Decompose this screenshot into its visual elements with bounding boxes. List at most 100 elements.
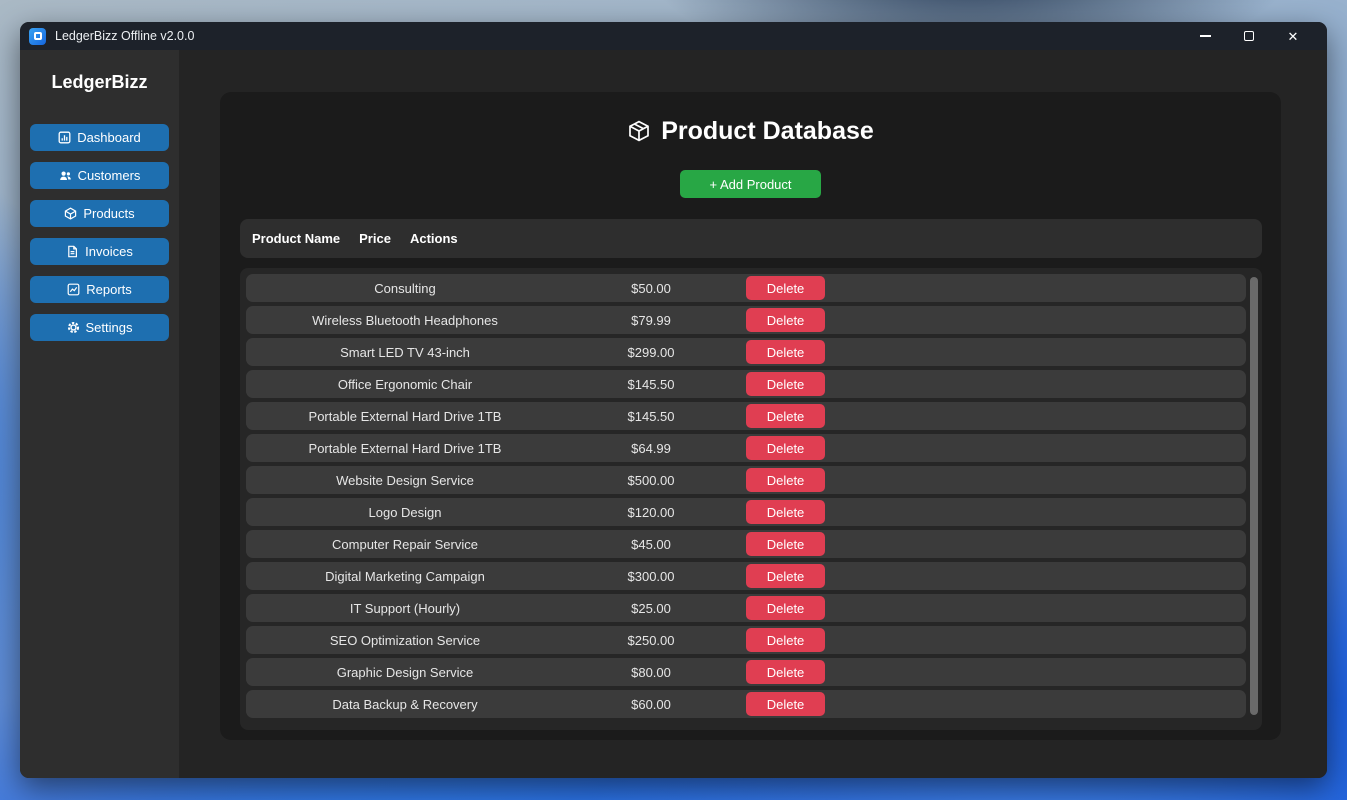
page-title-text: Product Database bbox=[661, 116, 874, 145]
table-row: Portable External Hard Drive 1TB $64.99 … bbox=[246, 434, 1246, 462]
product-price: $145.50 bbox=[627, 376, 675, 392]
product-name: Digital Marketing Campaign bbox=[325, 568, 485, 584]
scrollbar-thumb[interactable] bbox=[1250, 277, 1258, 715]
product-name: Portable External Hard Drive 1TB bbox=[308, 440, 502, 456]
delete-button[interactable]: Delete bbox=[746, 372, 825, 396]
delete-button[interactable]: Delete bbox=[746, 436, 825, 460]
package-icon bbox=[627, 119, 651, 143]
product-rows: Consulting $50.00 Delete Wireless Blueto… bbox=[246, 274, 1246, 718]
product-price: $299.00 bbox=[627, 344, 675, 360]
product-name: Logo Design bbox=[368, 504, 442, 520]
product-price: $250.00 bbox=[627, 632, 675, 648]
table-row: SEO Optimization Service $250.00 Delete bbox=[246, 626, 1246, 654]
product-list: Consulting $50.00 Delete Wireless Blueto… bbox=[240, 268, 1262, 730]
sidebar: LedgerBizz Dashboard bbox=[20, 50, 179, 778]
close-icon: ✕ bbox=[1287, 28, 1299, 44]
sidebar-item-customers[interactable]: Customers bbox=[30, 162, 169, 189]
delete-button[interactable]: Delete bbox=[746, 628, 825, 652]
delete-button[interactable]: Delete bbox=[746, 340, 825, 364]
reports-icon bbox=[67, 283, 80, 296]
sidebar-item-label: Settings bbox=[85, 320, 133, 335]
delete-button[interactable]: Delete bbox=[746, 404, 825, 428]
delete-button[interactable]: Delete bbox=[746, 564, 825, 588]
sidebar-item-label: Customers bbox=[77, 168, 141, 183]
scrollbar[interactable] bbox=[1249, 268, 1259, 730]
window-title: LedgerBizz Offline v2.0.0 bbox=[55, 29, 195, 43]
sidebar-item-label: Dashboard bbox=[77, 130, 141, 145]
delete-button[interactable]: Delete bbox=[746, 308, 825, 332]
window-controls: ✕ bbox=[1183, 22, 1315, 50]
delete-button[interactable]: Delete bbox=[746, 500, 825, 524]
maximize-button[interactable] bbox=[1227, 22, 1271, 50]
table-header: Product Name Price Actions bbox=[240, 219, 1262, 258]
main-content: Product Database + Add Product Product N… bbox=[179, 50, 1327, 778]
product-price: $60.00 bbox=[631, 696, 671, 712]
product-name: Office Ergonomic Chair bbox=[337, 376, 473, 392]
product-price: $120.00 bbox=[627, 504, 675, 520]
settings-icon bbox=[67, 321, 80, 334]
table-row: Consulting $50.00 Delete bbox=[246, 274, 1246, 302]
delete-button[interactable]: Delete bbox=[746, 596, 825, 620]
delete-button[interactable]: Delete bbox=[746, 692, 825, 716]
add-product-button[interactable]: + Add Product bbox=[680, 170, 821, 198]
table-row: Wireless Bluetooth Headphones $79.99 Del… bbox=[246, 306, 1246, 334]
dashboard-icon bbox=[58, 131, 71, 144]
table-row: Smart LED TV 43-inch $299.00 Delete bbox=[246, 338, 1246, 366]
products-icon bbox=[64, 207, 77, 220]
table-row: Portable External Hard Drive 1TB $145.50… bbox=[246, 402, 1246, 430]
product-price: $45.00 bbox=[631, 536, 671, 552]
sidebar-item-dashboard[interactable]: Dashboard bbox=[30, 124, 169, 151]
invoices-icon bbox=[66, 245, 79, 258]
table-row: Digital Marketing Campaign $300.00 Delet… bbox=[246, 562, 1246, 590]
product-name: SEO Optimization Service bbox=[329, 632, 481, 648]
product-name: Graphic Design Service bbox=[336, 664, 474, 680]
delete-button[interactable]: Delete bbox=[746, 532, 825, 556]
table-row: Office Ergonomic Chair $145.50 Delete bbox=[246, 370, 1246, 398]
sidebar-item-reports[interactable]: Reports bbox=[30, 276, 169, 303]
table-row: Graphic Design Service $80.00 Delete bbox=[246, 658, 1246, 686]
table-row: Website Design Service $500.00 Delete bbox=[246, 466, 1246, 494]
table-row: Computer Repair Service $45.00 Delete bbox=[246, 530, 1246, 558]
product-name: Consulting bbox=[374, 280, 436, 296]
column-header-price: Price bbox=[359, 231, 391, 246]
column-header-product-name: Product Name bbox=[252, 231, 341, 246]
delete-button[interactable]: Delete bbox=[746, 468, 825, 492]
product-name: Data Backup & Recovery bbox=[332, 696, 478, 712]
product-price: $145.50 bbox=[627, 408, 675, 424]
minimize-icon bbox=[1199, 35, 1211, 37]
table-row: Data Backup & Recovery $60.00 Delete bbox=[246, 690, 1246, 718]
sidebar-item-products[interactable]: Products bbox=[30, 200, 169, 227]
app-icon bbox=[29, 27, 46, 45]
product-name: Website Design Service bbox=[336, 472, 474, 488]
customers-icon bbox=[59, 169, 72, 182]
sidebar-item-invoices[interactable]: Invoices bbox=[30, 238, 169, 265]
titlebar: LedgerBizz Offline v2.0.0 ✕ bbox=[20, 22, 1327, 50]
delete-button[interactable]: Delete bbox=[746, 276, 825, 300]
product-name: IT Support (Hourly) bbox=[349, 600, 461, 616]
table-row: IT Support (Hourly) $25.00 Delete bbox=[246, 594, 1246, 622]
product-name: Computer Repair Service bbox=[332, 536, 478, 552]
product-name: Portable External Hard Drive 1TB bbox=[308, 408, 502, 424]
product-price: $64.99 bbox=[631, 440, 671, 456]
product-price: $300.00 bbox=[627, 568, 675, 584]
minimize-button[interactable] bbox=[1183, 22, 1227, 50]
maximize-icon bbox=[1244, 31, 1254, 41]
delete-button[interactable]: Delete bbox=[746, 660, 825, 684]
app-logo-glyph bbox=[33, 32, 42, 40]
product-price: $79.99 bbox=[631, 312, 671, 328]
sidebar-nav: Dashboard Customers bbox=[20, 124, 179, 341]
table-row: Logo Design $120.00 Delete bbox=[246, 498, 1246, 526]
sidebar-item-settings[interactable]: Settings bbox=[30, 314, 169, 341]
sidebar-item-label: Products bbox=[83, 206, 135, 221]
column-header-actions: Actions bbox=[409, 231, 458, 246]
page-title: Product Database bbox=[220, 113, 1281, 149]
product-price: $25.00 bbox=[631, 600, 671, 616]
product-price: $500.00 bbox=[627, 472, 675, 488]
app-window: LedgerBizz Offline v2.0.0 ✕ LedgerBizz D… bbox=[20, 22, 1327, 778]
close-button[interactable]: ✕ bbox=[1271, 22, 1315, 50]
product-price: $50.00 bbox=[631, 280, 671, 296]
product-price: $80.00 bbox=[631, 664, 671, 680]
sidebar-item-label: Reports bbox=[86, 282, 132, 297]
product-name: Smart LED TV 43-inch bbox=[340, 344, 470, 360]
product-database-panel: Product Database + Add Product Product N… bbox=[220, 92, 1281, 740]
